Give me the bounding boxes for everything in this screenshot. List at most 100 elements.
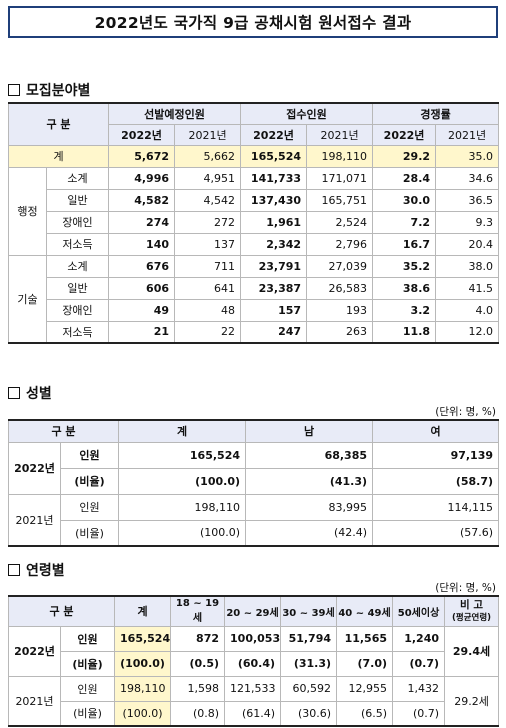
header-category: 구 분 [7,419,120,443]
table-cell: 41.5 [435,276,500,300]
table-cell: 274 [108,210,176,234]
header-year: 2021년 [306,123,374,146]
section-title: 성별 [26,386,52,402]
row-label: (비율) [59,650,116,677]
row-label: 저소득 [45,320,110,344]
table-cell: 872 [170,625,226,652]
row-label: 소계 [45,254,110,278]
year-label: 2021년 [8,675,61,727]
row-label: (비율) [59,467,120,495]
table-cell: 121,533 [224,675,282,702]
section-title: 모집분야별 [26,83,91,99]
table-cell: (41.3) [245,467,374,495]
header-note-sub: (평균연령) [451,612,492,623]
section-heading-field: 모집분야별 [8,80,90,100]
header-male: 남 [245,419,374,443]
section-heading-age: 연령별 [8,560,65,580]
table-cell: (100.0) [114,650,172,677]
table-cell: 12.0 [435,320,500,344]
gender-table: 구 분 계 남 여 2022년 인원 165,524 68,385 97,139 (비율)… [7,419,500,547]
table-cell: 272 [174,210,242,234]
row-label: 일반 [45,276,110,300]
table-cell: (60.4) [224,650,282,677]
group-label: 기술 [8,254,47,344]
table-row: 장애인 274 272 1,961 2,524 7.2 9.3 [9,210,500,234]
header-category: 구 분 [7,595,116,627]
table-cell: 83,995 [245,493,374,521]
header-apps: 접수인원 [240,102,374,125]
table-cell: 20.4 [435,232,500,256]
table-cell: 29.2 [372,144,437,168]
header-age-band: 18 ~ 19세 [170,595,226,627]
table-cell: 4,996 [108,166,176,190]
table-cell: 165,524 [114,625,172,652]
unit-label: (단위: 명, %) [435,582,496,594]
field-table: 구 분 선발예정인원 접수인원 경쟁률 2022년 2021년 2022년 20… [7,102,500,344]
table-row: 계 5,672 5,662 165,524 198,110 29.2 35.0 [7,144,500,168]
table-cell: 23,791 [240,254,308,278]
table-cell: 137 [174,232,242,256]
table-cell: 641 [174,276,242,300]
row-label: (비율) [59,700,116,727]
header-year: 2022년 [372,123,437,146]
table-row: 일반 4,582 4,542 137,430 165,751 30.0 36.5 [9,188,500,212]
table-cell: 2,524 [306,210,374,234]
row-label: 일반 [45,188,110,212]
header-year: 2022년 [108,123,176,146]
table-cell: (100.0) [118,467,247,495]
row-label: 인원 [59,441,120,469]
table-cell: (100.0) [118,519,247,547]
table-cell: 137,430 [240,188,308,212]
header-total: 계 [118,419,247,443]
table-cell: 676 [108,254,176,278]
header-plan: 선발예정인원 [108,102,242,125]
table-cell: 711 [174,254,242,278]
checkbox-square-icon [8,564,20,576]
row-label: 소계 [45,166,110,190]
header-note: 비 고 (평균연령) [444,595,500,627]
table-cell: 193 [306,298,374,322]
table-cell: (0.7) [392,650,446,677]
table-cell: 11,565 [336,625,394,652]
table-cell: 35.2 [372,254,437,278]
table-cell: 141,733 [240,166,308,190]
table-cell: 606 [108,276,176,300]
table-cell: 114,115 [372,493,500,521]
section-heading-gender: 성별 [8,383,52,403]
table-cell: 30.0 [372,188,437,212]
table-cell: 38.6 [372,276,437,300]
unit-label: (단위: 명, %) [435,406,496,418]
table-row: 2022년 인원 165,524 68,385 97,139 [8,441,500,495]
table-cell: 157 [240,298,308,322]
checkbox-square-icon [8,84,20,96]
table-cell: (0.7) [392,700,446,727]
table-cell: 49 [108,298,176,322]
table-cell: 4.0 [435,298,500,322]
header-ratio: 경쟁률 [372,102,500,125]
table-cell: 5,672 [108,144,176,168]
header-year: 2022년 [240,123,308,146]
header-age-band: 20 ~ 29세 [224,595,282,627]
header-total: 계 [114,595,172,627]
header-age-band: 50세이상 [392,595,446,627]
table-cell: 27,039 [306,254,374,278]
header-age-band: 30 ~ 39세 [280,595,338,627]
table-cell: 26,583 [306,276,374,300]
table-cell: 16.7 [372,232,437,256]
table-cell: (58.7) [372,467,500,495]
table-cell: 2,796 [306,232,374,256]
table-row: 2021년 인원 198,110 1,598 121,533 60,592 12,955 1,… [8,675,500,727]
row-label: 인원 [59,625,116,652]
table-cell: 198,110 [118,493,247,521]
table-cell: 247 [240,320,308,344]
header-note-label: 비 고 [460,598,483,611]
year-label: 2022년 [8,441,61,495]
table-cell: 2,342 [240,232,308,256]
row-label: 저소득 [45,232,110,256]
table-cell: 21 [108,320,176,344]
table-row: (비율) (100.0) (0.5) (60.4) (31.3) (7.0) (0.7) [9,650,499,677]
table-row: 저소득 21 22 247 263 11.8 12.0 [9,320,500,344]
table-cell: 68,385 [245,441,374,469]
table-cell: 28.4 [372,166,437,190]
table-cell: (6.5) [336,700,394,727]
